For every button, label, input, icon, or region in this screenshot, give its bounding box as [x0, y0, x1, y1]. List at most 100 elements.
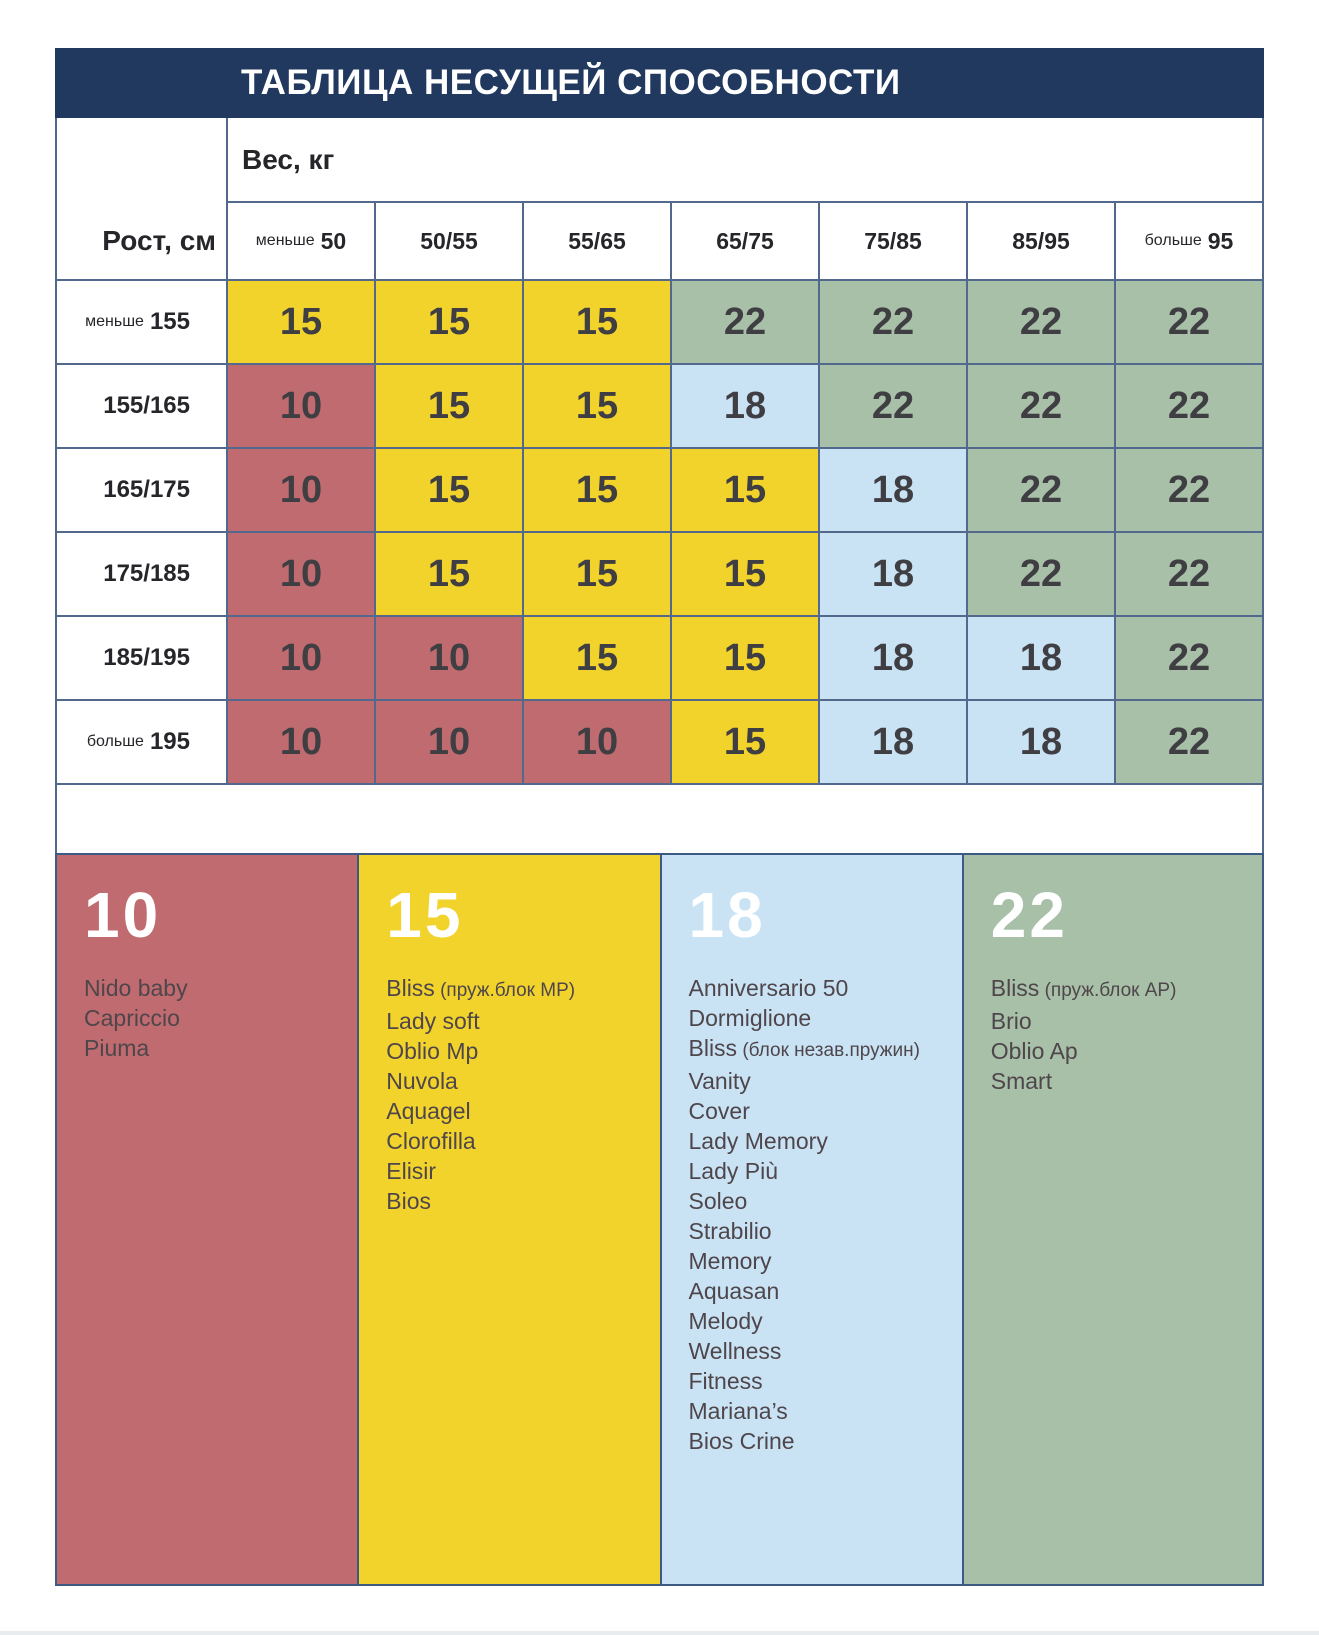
capacity-cell-r2-c3: 15	[670, 449, 818, 533]
capacity-matrix: Вес, кг Рост, см меньше 50 50/55 55/65 65/75 75…	[55, 118, 1264, 785]
capacity-cell-r4-c3: 15	[670, 617, 818, 701]
legend-item: Fitness	[689, 1366, 944, 1396]
weight-col-header-6: больше 95	[1114, 203, 1262, 281]
legend-item: Vanity	[689, 1066, 944, 1096]
legend-item: Aquasan	[689, 1276, 944, 1306]
product-note: (пруж.блок AP)	[1039, 980, 1177, 1001]
legend-item: Strabilio	[689, 1216, 944, 1246]
capacity-cell-r0-c6: 22	[1114, 281, 1262, 365]
bottom-divider	[0, 1631, 1319, 1635]
product-name: Mariana’s	[688, 1398, 788, 1424]
legend-item: Nido baby	[84, 973, 339, 1003]
product-name: Oblio Mp	[386, 1038, 479, 1064]
product-name: Bios Crine	[688, 1428, 795, 1454]
weight-col-header-2: 55/65	[522, 203, 670, 281]
legend-block-18: 18 Anniversario 50 Dormiglione Bliss (блок …	[659, 853, 962, 1586]
legend: 10 Nido baby Capriccio Piuma 15 Bliss (пруж.б…	[55, 853, 1264, 1586]
legend-item: Oblio Mp	[386, 1036, 641, 1066]
weight-col-header-5: 85/95	[966, 203, 1114, 281]
product-name: Wellness	[688, 1338, 782, 1364]
capacity-cell-r3-c2: 15	[522, 533, 670, 617]
product-name: Clorofilla	[386, 1128, 476, 1154]
legend-item: Brio	[991, 1006, 1244, 1036]
weight-col-header-3: 65/75	[670, 203, 818, 281]
weight-col-header-0: меньше 50	[226, 203, 374, 281]
capacity-cell-r3-c5: 22	[966, 533, 1114, 617]
capacity-cell-r5-c0: 10	[226, 701, 374, 785]
legend-item: Melody	[689, 1306, 944, 1336]
capacity-cell-r0-c1: 15	[374, 281, 522, 365]
legend-item: Bios	[386, 1186, 641, 1216]
product-name: Fitness	[688, 1368, 763, 1394]
product-name: Vanity	[688, 1068, 751, 1094]
capacity-cell-r1-c5: 22	[966, 365, 1114, 449]
height-row-header-3: 175/185	[57, 533, 226, 617]
product-name: Memory	[688, 1248, 772, 1274]
legend-value: 15	[386, 879, 464, 951]
label-prefix: больше	[1144, 232, 1202, 249]
legend-item: Anniversario 50	[689, 973, 944, 1003]
product-name: Cover	[688, 1098, 750, 1124]
capacity-cell-r2-c0: 10	[226, 449, 374, 533]
legend-item: Aquagel	[386, 1096, 641, 1126]
legend-block-15: 15 Bliss (пруж.блок MP) Lady soft Oblio Mp N…	[357, 853, 660, 1586]
capacity-cell-r5-c3: 15	[670, 701, 818, 785]
legend-item: Capriccio	[84, 1003, 339, 1033]
height-row-header-0: меньше 155	[57, 281, 226, 365]
product-name: Oblio Ap	[990, 1038, 1078, 1064]
capacity-cell-r1-c6: 22	[1114, 365, 1262, 449]
legend-item: Memory	[689, 1246, 944, 1276]
capacity-cell-r2-c1: 15	[374, 449, 522, 533]
legend-item: Elisir	[386, 1156, 641, 1186]
legend-item: Clorofilla	[386, 1126, 641, 1156]
weight-col-header-4: 75/85	[818, 203, 966, 281]
label-value: 195	[149, 728, 190, 755]
capacity-cell-r4-c0: 10	[226, 617, 374, 701]
capacity-cell-r0-c5: 22	[966, 281, 1114, 365]
capacity-sheet: ТАБЛИЦА НЕСУЩЕЙ СПОСОБНОСТИ Вес, кг Рост,…	[55, 48, 1264, 1586]
label-prefix: больше	[86, 733, 144, 750]
product-name: Brio	[990, 1008, 1032, 1034]
capacity-cell-r4-c1: 10	[374, 617, 522, 701]
legend-item: Lady Più	[689, 1156, 944, 1186]
legend-item: Bios Crine	[689, 1426, 944, 1456]
capacity-cell-r3-c6: 22	[1114, 533, 1262, 617]
label-value: 95	[1207, 227, 1234, 254]
capacity-cell-r0-c4: 22	[818, 281, 966, 365]
capacity-cell-r1-c0: 10	[226, 365, 374, 449]
capacity-cell-r5-c6: 22	[1114, 701, 1262, 785]
product-name: Bliss	[688, 1035, 738, 1061]
capacity-cell-r3-c0: 10	[226, 533, 374, 617]
product-name: Melody	[688, 1308, 763, 1334]
product-name: Bliss	[990, 975, 1040, 1001]
legend-item: Cover	[689, 1096, 944, 1126]
capacity-cell-r0-c0: 15	[226, 281, 374, 365]
legend-item: Soleo	[689, 1186, 944, 1216]
capacity-cell-r1-c2: 15	[522, 365, 670, 449]
product-name: Nuvola	[386, 1068, 458, 1094]
product-name: Soleo	[688, 1188, 748, 1214]
height-row-header-5: больше 195	[57, 701, 226, 785]
table-footer-gap	[55, 785, 1264, 853]
capacity-cell-r1-c1: 15	[374, 365, 522, 449]
label-prefix: меньше	[255, 232, 315, 249]
corner-cell	[57, 118, 226, 203]
capacity-cell-r2-c6: 22	[1114, 449, 1262, 533]
product-name: Strabilio	[688, 1218, 772, 1244]
legend-item: Bliss (пруж.блок MP)	[386, 973, 641, 1006]
capacity-cell-r4-c5: 18	[966, 617, 1114, 701]
capacity-cell-r1-c3: 18	[670, 365, 818, 449]
label-value: 50	[320, 227, 347, 254]
legend-item: Piuma	[84, 1033, 339, 1063]
product-name: Smart	[990, 1068, 1053, 1094]
weight-col-header-1: 50/55	[374, 203, 522, 281]
capacity-cell-r3-c1: 15	[374, 533, 522, 617]
capacity-cell-r0-c3: 22	[670, 281, 818, 365]
height-row-header-4: 185/195	[57, 617, 226, 701]
product-note: (пруж.блок MP)	[434, 980, 576, 1001]
product-name: Capriccio	[84, 1005, 180, 1031]
legend-item: Mariana’s	[689, 1396, 944, 1426]
legend-value: 18	[688, 879, 766, 951]
weight-axis-label: Вес, кг	[226, 118, 1262, 203]
